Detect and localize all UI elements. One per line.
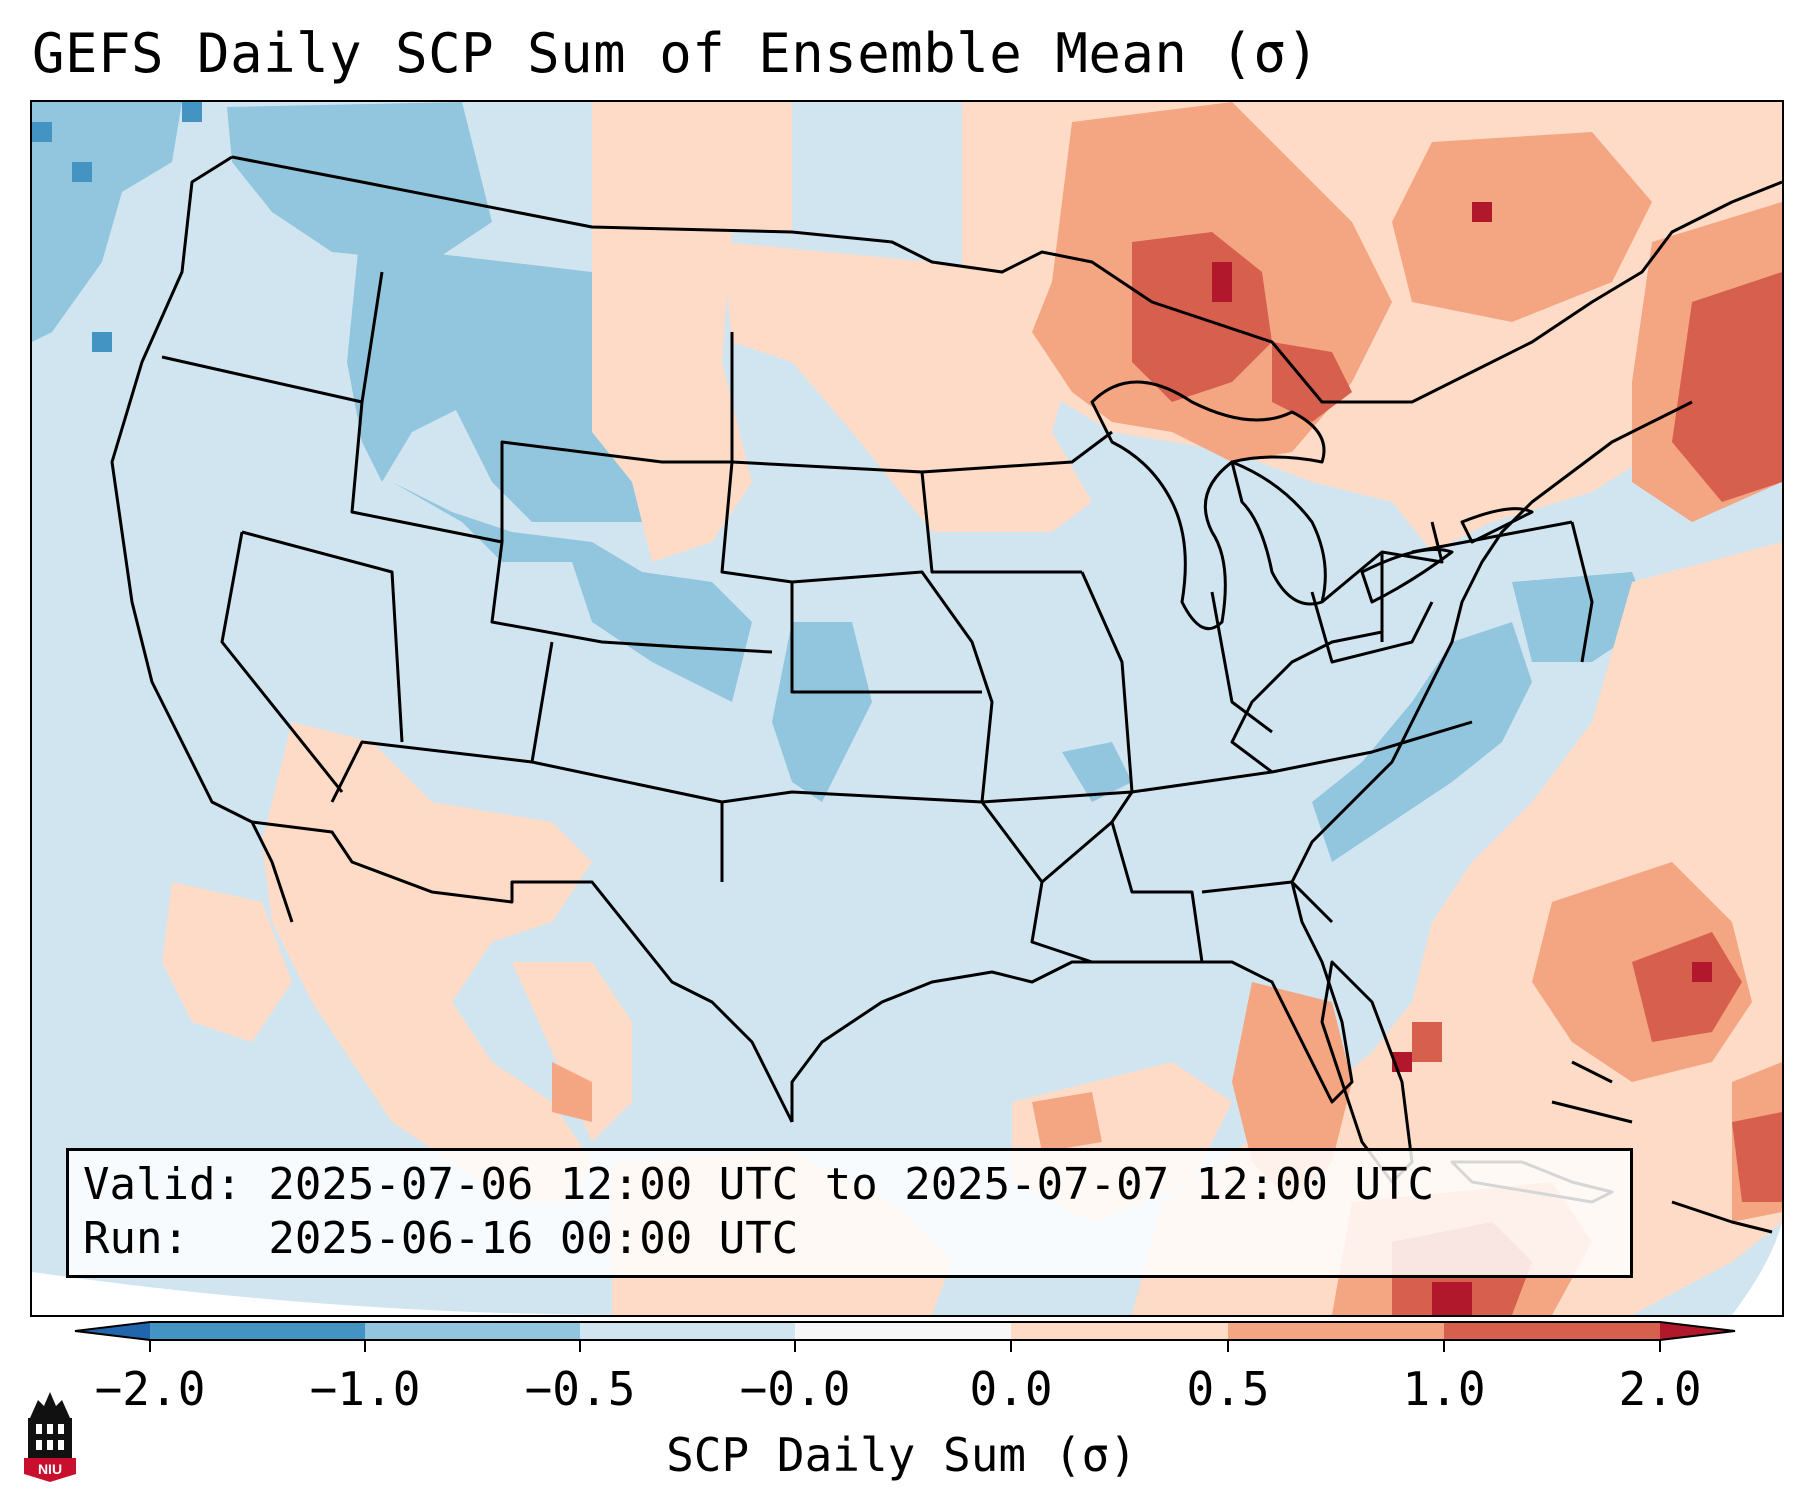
colorbar-outline xyxy=(74,1321,1736,1341)
university-tower-icon: NIU xyxy=(24,1392,76,1482)
colorbar-bin xyxy=(580,1322,795,1340)
map-panel xyxy=(30,100,1784,1317)
colorbar-tick-label: 2.0 xyxy=(1618,1362,1702,1416)
colorbar-under-extension xyxy=(75,1322,150,1340)
colorbar-bin xyxy=(150,1322,365,1340)
colorbar-bin xyxy=(365,1322,580,1340)
colorbar-bin xyxy=(1444,1322,1660,1340)
colorbar-bin xyxy=(795,1322,1011,1340)
colorbar-tick-label: −2.0 xyxy=(94,1362,206,1416)
colorbar-tick-label: −1.0 xyxy=(309,1362,421,1416)
anomaly-map xyxy=(32,102,1782,1315)
logo-text: NIU xyxy=(38,1461,62,1477)
extreme-above-normal-cells xyxy=(1212,202,1712,1315)
projection-edge-right xyxy=(1732,1222,1782,1315)
valid-time-box: Valid: 2025-07-06 12:00 UTC to 2025-07-0… xyxy=(66,1148,1633,1278)
colorbar-tick-label: 1.0 xyxy=(1402,1362,1486,1416)
strong-below-normal-cells xyxy=(32,102,202,352)
colorbar-title: SCP Daily Sum (σ) xyxy=(666,1428,1137,1482)
colorbar-tick-label: 0.5 xyxy=(1186,1362,1270,1416)
run-time-line: Run: 2025-06-16 00:00 UTC xyxy=(83,1213,799,1264)
colorbar-tick-label: −0.0 xyxy=(739,1362,851,1416)
political-borders xyxy=(110,155,1782,1234)
valid-time-line: Valid: 2025-07-06 12:00 UTC to 2025-07-0… xyxy=(83,1159,1435,1210)
projection-edge xyxy=(32,1272,632,1315)
colorbar-bin xyxy=(1228,1322,1444,1340)
colorbar-tick-label: −0.5 xyxy=(524,1362,636,1416)
colorbar-over-extension xyxy=(1660,1322,1735,1340)
chart-title: GEFS Daily SCP Sum of Ensemble Mean (σ) xyxy=(32,22,1320,85)
colorbar-bin xyxy=(1011,1322,1228,1340)
colorbar-tick-label: 0.0 xyxy=(969,1362,1053,1416)
